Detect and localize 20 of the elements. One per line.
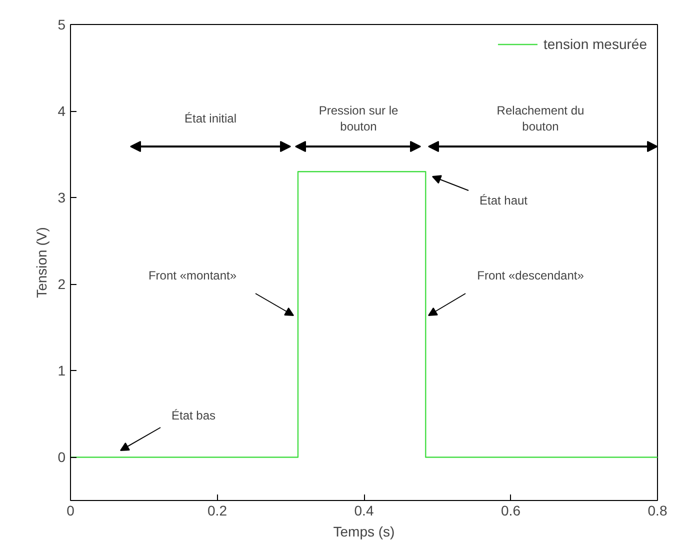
- annotation: Front «descendant»: [477, 268, 584, 282]
- annotation: Pression sur le bouton: [318, 104, 399, 134]
- y-tick-label: 4: [58, 103, 66, 120]
- y-tick-label: 2: [58, 276, 66, 292]
- x-axis-title: Temps (s): [333, 524, 395, 540]
- annotation: Relachement du bouton: [496, 104, 584, 134]
- x-tick-label: 0.2: [208, 502, 228, 518]
- annotation: État haut: [479, 194, 528, 208]
- annotation: État initial: [184, 112, 237, 126]
- annotation: État bas: [171, 408, 216, 422]
- x-tick-label: 0.6: [501, 502, 521, 518]
- annotation: Front «montant»: [148, 268, 237, 282]
- y-tick-label: 5: [58, 16, 66, 32]
- y-tick-label: 1: [58, 362, 66, 379]
- x-tick-label: 0.8: [648, 502, 668, 518]
- x-tick-label: 0.4: [354, 502, 374, 518]
- legend-label: tension mesurée: [543, 36, 647, 52]
- y-tick-label: 0: [58, 449, 66, 466]
- y-tick-label: 3: [58, 190, 66, 206]
- y-axis-title: Tension (V): [34, 227, 50, 298]
